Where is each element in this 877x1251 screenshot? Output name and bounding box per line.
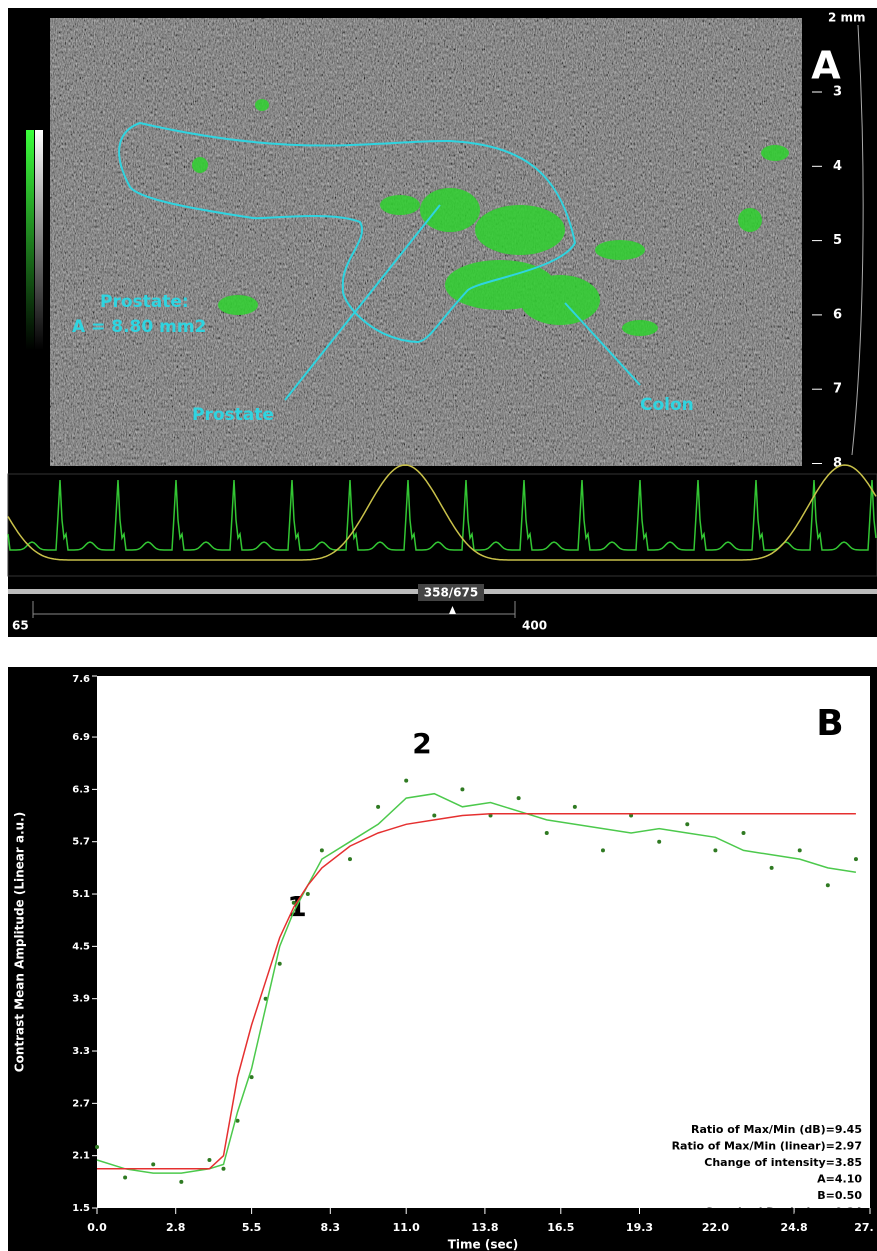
stat-line: Standard Deviation=0.34 xyxy=(705,1206,862,1219)
depth-tick-label: 5 xyxy=(833,233,842,248)
data-point xyxy=(769,865,774,870)
x-tick-label: 22.0 xyxy=(702,1221,729,1234)
data-point xyxy=(249,1075,254,1080)
stat-line: B=0.50 xyxy=(817,1189,862,1202)
y-axis-label: Contrast Mean Amplitude (Linear a.u.) xyxy=(13,812,27,1072)
data-point xyxy=(713,848,718,853)
y-tick-label: 6.3 xyxy=(72,784,90,795)
data-point xyxy=(404,778,409,783)
data-point xyxy=(123,1175,128,1180)
stat-line: Ratio of Max/Min (dB)=9.45 xyxy=(691,1123,862,1136)
depth-tick-label: 7 xyxy=(833,382,842,397)
prostate-label: Prostate xyxy=(192,405,274,425)
x-tick-label: 16.5 xyxy=(547,1221,574,1234)
y-tick-label: 2.7 xyxy=(72,1098,90,1109)
data-point xyxy=(797,848,802,853)
frame-counter: 358/675 xyxy=(424,586,478,600)
y-tick-label: 5.7 xyxy=(72,837,90,848)
depth-tick-label: 3 xyxy=(833,85,842,100)
data-point xyxy=(572,804,577,809)
y-tick-label: 3.3 xyxy=(72,1046,90,1057)
data-point xyxy=(657,839,662,844)
y-tick-label: 1.5 xyxy=(72,1203,90,1214)
stat-line: Ratio of Max/Min (linear)=2.97 xyxy=(672,1140,862,1153)
depth-unit: 2 mm xyxy=(828,11,866,25)
prostate-outline xyxy=(118,121,577,344)
data-point xyxy=(277,961,282,966)
data-point xyxy=(221,1166,226,1171)
x-tick-label: 19.3 xyxy=(626,1221,653,1234)
y-tick-label: 2.1 xyxy=(72,1151,90,1162)
resp-trace xyxy=(7,464,877,561)
y-tick-label: 6.9 xyxy=(72,732,90,743)
y-tick-label: 7.6 xyxy=(72,674,90,685)
frame-box xyxy=(418,584,484,601)
x-tick-label: 0.0 xyxy=(87,1221,107,1234)
data-point xyxy=(544,830,549,835)
arrow xyxy=(564,302,641,386)
stat-line: Change of intensity=3.85 xyxy=(704,1156,862,1169)
depth-scale: 3 4 5 6 7 8 xyxy=(812,85,842,471)
slider-thumb[interactable] xyxy=(449,606,456,614)
panel-label: A xyxy=(811,44,841,88)
ultrasound-image xyxy=(50,18,802,466)
depth-curve xyxy=(851,24,864,456)
color-bar xyxy=(26,130,34,350)
x-tick-label: 27. xyxy=(854,1221,874,1234)
data-point xyxy=(319,848,324,853)
data-point xyxy=(741,830,746,835)
x-tick-label: 2.8 xyxy=(166,1221,186,1234)
colon-label: Colon xyxy=(640,395,694,415)
depth-tick-label: 4 xyxy=(833,159,842,174)
data-point xyxy=(207,1158,212,1163)
data-point xyxy=(305,892,310,897)
data-point xyxy=(685,822,690,827)
panel-label: B xyxy=(816,703,843,744)
annotation: 2 xyxy=(412,727,431,760)
ecg-trace xyxy=(7,479,877,551)
series-line xyxy=(97,813,856,1170)
data-point xyxy=(235,1118,240,1123)
range-end: 400 xyxy=(522,619,547,633)
x-tick-label: 8.3 xyxy=(321,1221,341,1234)
range-start: 65 xyxy=(12,619,29,633)
x-tick-label: 24.8 xyxy=(781,1221,808,1234)
data-point xyxy=(95,1144,99,1149)
data-point xyxy=(263,996,268,1001)
chart-panel: B 1 2 Time (sec) Contrast Mean Amplitude… xyxy=(8,667,877,1251)
data-point xyxy=(179,1179,184,1184)
y-tick-label: 5.1 xyxy=(72,889,90,900)
data-point xyxy=(460,787,465,792)
data-point xyxy=(825,883,830,888)
series-line xyxy=(96,792,857,1174)
x-tick-label: 13.8 xyxy=(471,1221,498,1234)
y-tick-label: 4.5 xyxy=(72,941,90,952)
depth-tick-label: 8 xyxy=(833,456,842,471)
ecg-strip xyxy=(7,473,877,577)
data-point xyxy=(376,804,381,809)
region-title: Prostate: xyxy=(100,292,189,312)
x-tick-label: 11.0 xyxy=(393,1221,420,1234)
data-point xyxy=(151,1162,156,1167)
arrow xyxy=(284,204,441,401)
data-point xyxy=(600,848,605,853)
region-area: A = 8.80 mm2 xyxy=(72,317,206,337)
depth-tick-label: 6 xyxy=(833,307,842,322)
data-point xyxy=(347,857,352,862)
plot-area xyxy=(97,676,870,1208)
stat-line: A=4.10 xyxy=(817,1173,862,1186)
data-point xyxy=(291,900,296,905)
data-point xyxy=(432,813,437,818)
data-point xyxy=(516,796,521,801)
perfusion-blobs xyxy=(192,99,789,336)
ultrasound-panel: Prostate: A = 8.80 mm2 Prostate Colon A … xyxy=(7,8,877,637)
data-point xyxy=(853,857,858,862)
x-tick-label: 5.5 xyxy=(242,1221,262,1234)
gray-bar xyxy=(35,130,43,350)
y-tick-label: 3.9 xyxy=(72,994,90,1005)
x-axis-label: Time (sec) xyxy=(448,1238,518,1251)
